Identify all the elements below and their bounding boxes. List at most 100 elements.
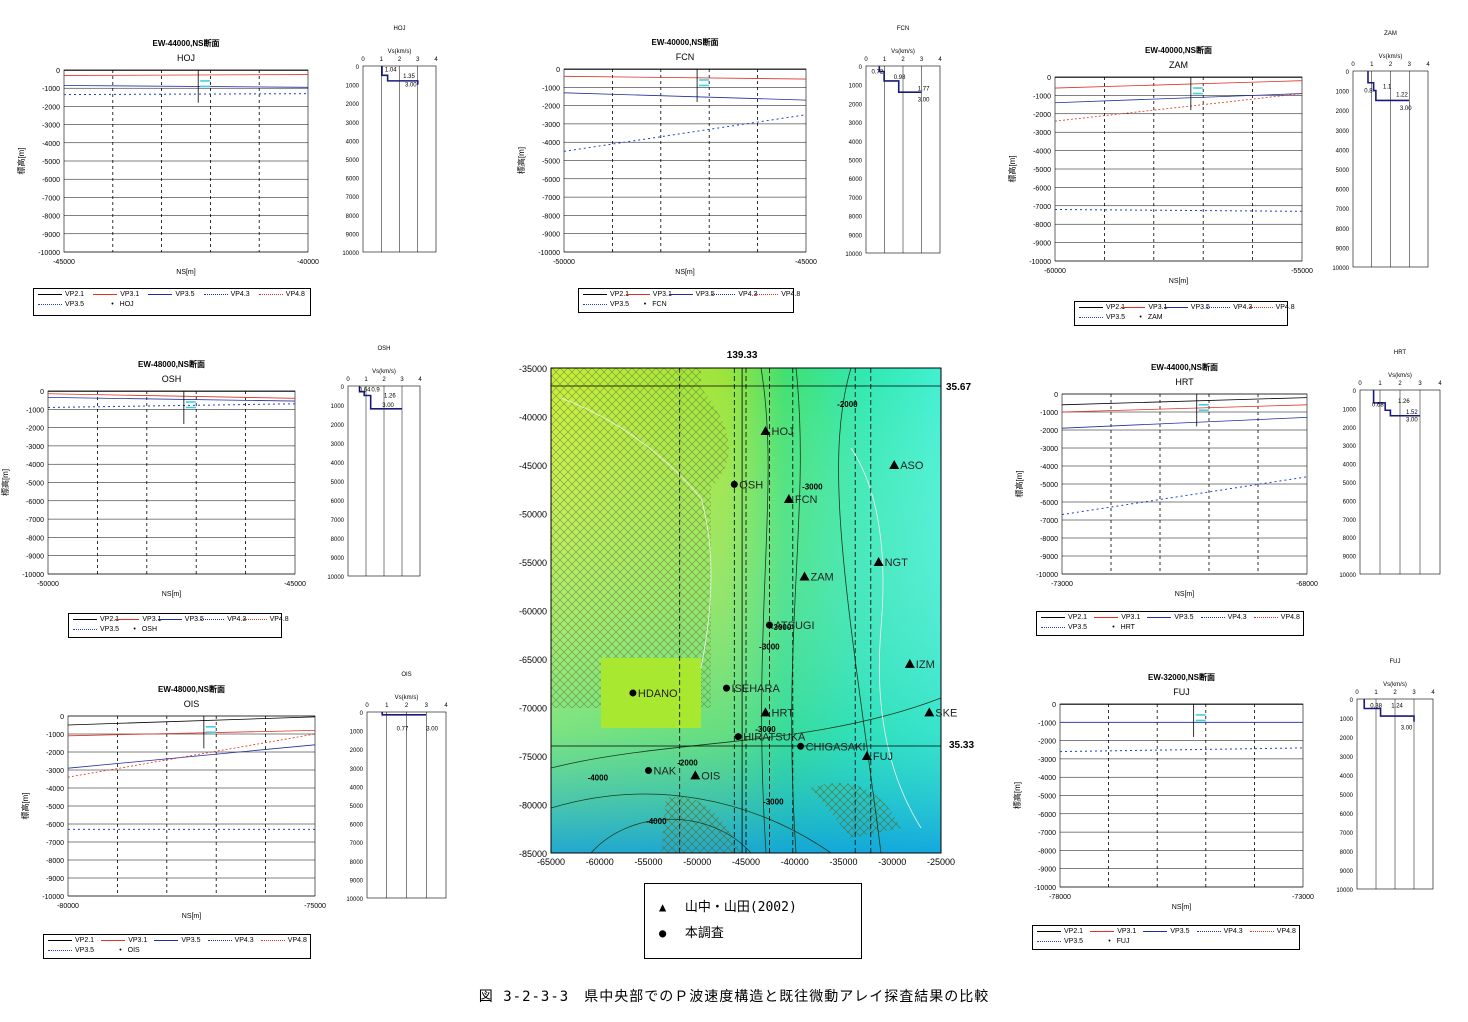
legend-entry: VP2.1 [583, 291, 629, 298]
panel-fuj: EW-32000,NS断面 FUJ 0 -1000 -2000 -3000 -4000 -50… [1012, 659, 1435, 911]
legend-label: VP4.3 [1223, 928, 1243, 935]
vs-x-tick: 0 [1355, 690, 1359, 696]
legend-entry: VP3.5 [73, 626, 119, 633]
legend-swatch [1143, 930, 1168, 932]
vs-unit-label: Vs(km/s) [1383, 682, 1407, 688]
y-tick-label: -10000 [22, 572, 44, 579]
y-tick-label: -3000 [1038, 757, 1056, 764]
legend-label: VP3.5 [100, 626, 120, 633]
vs-depth-tick: 7000 [849, 196, 863, 202]
vs-value-label: 1.24 [1391, 704, 1403, 710]
legend-label: ZAM [1147, 314, 1163, 321]
legend-swatch [73, 618, 97, 620]
vs-x-tick: 3 [920, 57, 924, 63]
vs-depth-tick: 0 [1353, 389, 1357, 395]
legend-entry: VP3.5 [1037, 938, 1083, 945]
vs-depth-tick: 5000 [331, 480, 345, 486]
y-tick-label: -5000 [26, 481, 44, 488]
vs-depth-tick: 8000 [849, 215, 863, 221]
triangle-site-marker [783, 493, 794, 503]
contour-value-label: -4000 [646, 817, 667, 826]
vs-x-tick: 4 [1438, 381, 1442, 387]
contour-value-label: -3000 [802, 482, 823, 491]
vs-depth-tick: 10000 [346, 897, 363, 903]
vs-x-tick: 0 [346, 377, 350, 383]
x-axis-label: NS[m] [162, 591, 182, 598]
legend-label-this-survey: 本調査 [684, 926, 724, 941]
y-tick-label: 0 [1054, 392, 1058, 399]
legend-entry: VP3.1 [1121, 304, 1167, 311]
y-tick-label: -7000 [26, 517, 44, 524]
vs-depth-tick: 9000 [1343, 555, 1357, 561]
map-y-tick: -45000 [519, 461, 547, 471]
vs-unit-label: Vs(km/s) [1388, 373, 1412, 379]
vs-depth-tick: 5000 [849, 159, 863, 165]
longitude-label: 139.33 [727, 350, 758, 361]
legend-swatch [1163, 306, 1188, 308]
x-axis-label: NS[m] [1172, 904, 1192, 911]
legend-entry: VP2.1 [1041, 614, 1087, 621]
station-title: HRT [1175, 377, 1194, 387]
vs-value-label: 3.00 [1401, 725, 1413, 731]
legend-entry: VP3.5 [1143, 928, 1189, 935]
vs-x-tick: 2 [1398, 381, 1402, 387]
vs-depth-tick: 3000 [849, 121, 863, 127]
vs-x-tick: 4 [418, 377, 422, 383]
map-y-tick: -85000 [519, 849, 547, 859]
vs-x-tick: 0 [864, 57, 868, 63]
vs-x-tick: 4 [444, 703, 448, 709]
legend-entry: VP4.3 [207, 937, 254, 944]
legend-swatch [101, 939, 126, 941]
legend-label: VP2.1 [100, 616, 120, 623]
map-x-tick: -60000 [586, 857, 614, 867]
y-tick-label: -5000 [1040, 482, 1058, 489]
y-axis-label: 標高[m] [1014, 470, 1024, 497]
section-title: EW-48000,NS断面 [158, 684, 225, 694]
station-title: OIS [184, 699, 200, 709]
legend-entry: • FUJ [1090, 938, 1129, 945]
map-y-tick: -55000 [519, 558, 547, 568]
legend-label: VP3.5 [1068, 624, 1088, 631]
panel-fcn: EW-40000,NS断面 FCN 0 -1000 -2000 -3000 -4000 -50… [516, 26, 942, 276]
legend-entry: VP4.8 [258, 291, 305, 298]
y-tick-label: -7000 [1038, 830, 1056, 837]
legend-entry: VP4.3 [711, 291, 757, 298]
vs-depth-tick: 10000 [1332, 266, 1349, 272]
map-y-tick: -40000 [519, 413, 547, 423]
section-title: EW-44000,NS断面 [153, 38, 220, 48]
river-outline [850, 447, 922, 829]
legend-swatch [38, 303, 62, 305]
y-tick-label: -4000 [42, 141, 60, 148]
legend-swatch [1249, 930, 1274, 932]
x-max-label: -55000 [1291, 268, 1313, 275]
y-tick-label: -1000 [1033, 93, 1051, 100]
legend-label: HOJ [119, 301, 134, 308]
vs-x-tick: 2 [405, 703, 409, 709]
y-tick-label: -2000 [542, 104, 560, 111]
vs-depth-tick: 7000 [346, 195, 360, 201]
x-max-label: -73000 [1292, 894, 1314, 901]
legend-marker-dot: • [111, 301, 114, 308]
y-tick-label: -9000 [26, 554, 44, 561]
legend-label: VP3.5 [1174, 614, 1194, 621]
vs-value-label: 0.68 [1372, 403, 1384, 409]
y-tick-label: -7000 [42, 195, 60, 202]
y-tick-label: 0 [1052, 702, 1056, 709]
y-tick-label: -10000 [538, 250, 560, 257]
vs-x-tick: 3 [425, 703, 429, 709]
vs-x-tick: 1 [380, 57, 384, 63]
series-line-vp35 [47, 403, 296, 408]
vs-title: FCN [897, 26, 909, 32]
series-line-vp31 [1054, 80, 1303, 89]
y-tick-label: -8000 [1033, 222, 1051, 229]
vs-depth-tick: 7000 [350, 841, 364, 847]
vs-x-tick: 3 [1418, 381, 1422, 387]
vs-value-label: 1.1 [1383, 85, 1392, 91]
triangle-marker-icon: ▲ [659, 900, 667, 914]
y-tick-label: 0 [56, 68, 60, 75]
station-title: OSH [162, 374, 182, 384]
legend-entry: VP2.1 [48, 937, 94, 944]
legend-entry: VP2.1 [1079, 304, 1125, 311]
vs-x-tick: 3 [416, 57, 420, 63]
x-min-label: -50000 [553, 259, 575, 266]
